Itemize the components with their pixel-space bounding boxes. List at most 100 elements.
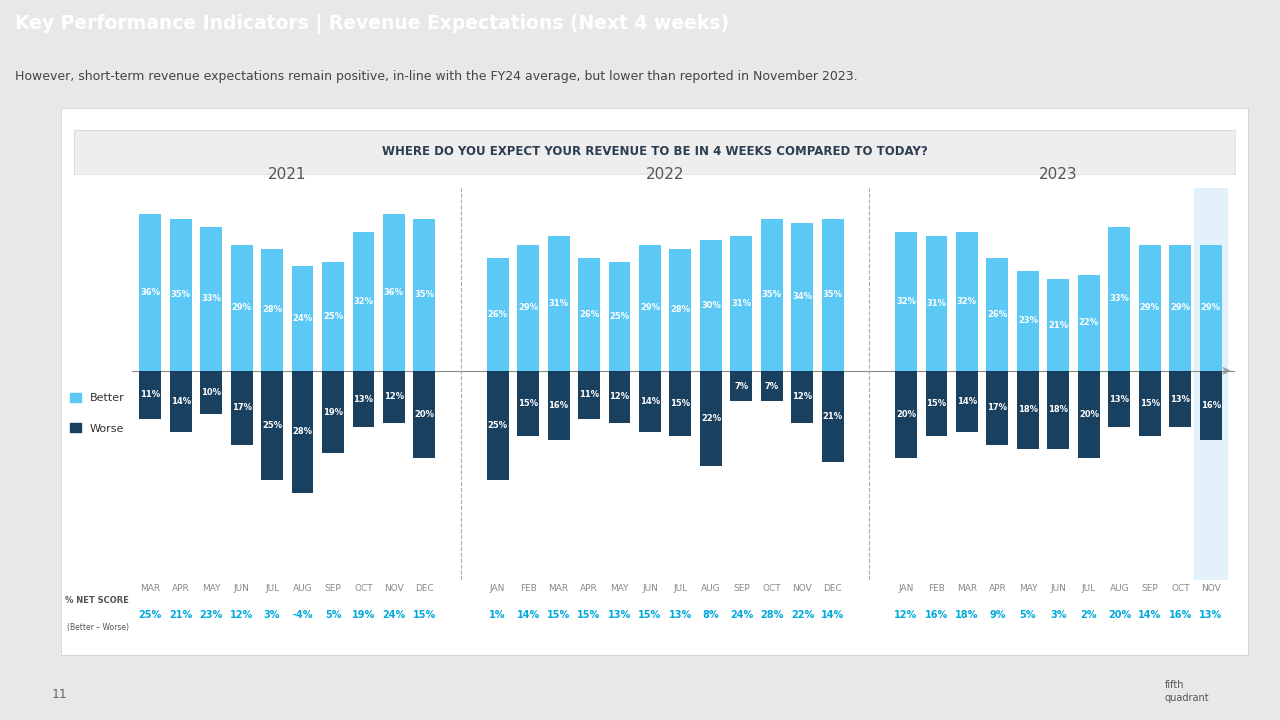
Text: 20%: 20% [415, 410, 434, 419]
Text: fifth
quadrant: fifth quadrant [1165, 680, 1210, 703]
Text: 22%: 22% [1079, 318, 1100, 328]
Text: 2021: 2021 [268, 166, 306, 181]
Text: 14%: 14% [822, 611, 845, 620]
Text: 11%: 11% [579, 390, 599, 399]
Text: 35%: 35% [823, 290, 842, 299]
Text: 14%: 14% [1138, 611, 1161, 620]
Bar [292, 371, 314, 492]
Text: 21%: 21% [823, 412, 844, 421]
Text: 9%: 9% [989, 611, 1006, 620]
Text: 5%: 5% [1020, 611, 1037, 620]
Bar [548, 371, 570, 441]
Bar [1139, 245, 1161, 371]
Text: 32%: 32% [957, 297, 977, 306]
Bar [140, 371, 161, 418]
Text: 26%: 26% [488, 310, 508, 319]
Text: 13%: 13% [1170, 395, 1190, 403]
Text: WHERE DO YOU EXPECT YOUR REVENUE TO BE IN 4 WEEKS COMPARED TO TODAY?: WHERE DO YOU EXPECT YOUR REVENUE TO BE I… [381, 145, 928, 158]
Text: 2023: 2023 [1039, 166, 1078, 181]
Text: 20%: 20% [896, 410, 916, 419]
Bar [700, 371, 722, 467]
Text: 7%: 7% [735, 382, 749, 390]
Bar [1170, 371, 1192, 428]
Bar [1194, 188, 1228, 580]
Bar [200, 371, 221, 414]
Text: 28%: 28% [262, 305, 282, 315]
Bar [760, 218, 783, 371]
Text: 14%: 14% [170, 397, 191, 406]
Text: 15%: 15% [413, 611, 436, 620]
Text: 26%: 26% [579, 310, 599, 319]
Text: 11%: 11% [140, 390, 160, 399]
Text: 31%: 31% [731, 299, 751, 308]
Text: 12%: 12% [792, 392, 813, 401]
Text: 15%: 15% [639, 611, 662, 620]
Text: 15%: 15% [927, 399, 947, 408]
Text: 1%: 1% [489, 611, 506, 620]
Bar [987, 371, 1009, 445]
Text: 32%: 32% [896, 297, 916, 306]
Bar [323, 371, 344, 454]
Bar [292, 266, 314, 371]
Bar [1018, 371, 1039, 449]
Text: -4%: -4% [292, 611, 312, 620]
Text: 18%: 18% [955, 611, 979, 620]
Text: 24%: 24% [383, 611, 406, 620]
Text: However, short-term revenue expectations remain positive, in-line with the FY24 : However, short-term revenue expectations… [15, 70, 858, 83]
Text: 16%: 16% [1169, 611, 1192, 620]
Text: % NET SCORE: % NET SCORE [65, 595, 129, 605]
Text: 33%: 33% [201, 294, 221, 304]
Text: 29%: 29% [232, 303, 252, 312]
Text: 18%: 18% [1018, 405, 1038, 415]
Bar [579, 371, 600, 418]
Text: 12%: 12% [384, 392, 404, 401]
Text: 12%: 12% [895, 611, 918, 620]
Text: 13%: 13% [353, 395, 374, 403]
Text: 10%: 10% [201, 388, 221, 397]
Text: 15%: 15% [547, 611, 570, 620]
Text: 15%: 15% [518, 399, 538, 408]
Bar [822, 371, 844, 462]
Text: 14%: 14% [640, 397, 660, 406]
Bar [517, 245, 539, 371]
Text: 12%: 12% [609, 392, 630, 401]
Text: 35%: 35% [762, 290, 782, 299]
Text: 16%: 16% [549, 401, 568, 410]
Text: 3%: 3% [1050, 611, 1066, 620]
Text: 3%: 3% [264, 611, 280, 620]
Bar [731, 236, 753, 371]
Bar [700, 240, 722, 371]
Bar [1108, 371, 1130, 428]
Text: 23%: 23% [200, 611, 223, 620]
Text: 28%: 28% [671, 305, 690, 315]
Bar [486, 371, 508, 480]
Bar [1047, 371, 1069, 449]
Text: 29%: 29% [1140, 303, 1160, 312]
Text: 17%: 17% [232, 403, 252, 413]
Text: 31%: 31% [549, 299, 568, 308]
Text: 18%: 18% [1048, 405, 1069, 415]
Bar [925, 371, 947, 436]
Bar [413, 218, 435, 371]
Bar [669, 371, 691, 436]
Bar [579, 258, 600, 371]
Text: 30%: 30% [701, 301, 721, 310]
Bar [170, 371, 192, 432]
Bar [791, 371, 813, 423]
Bar [548, 236, 570, 371]
Text: 22%: 22% [701, 414, 721, 423]
Text: 34%: 34% [792, 292, 813, 302]
Text: 25%: 25% [262, 420, 282, 430]
Text: 15%: 15% [671, 399, 690, 408]
Text: 12%: 12% [230, 611, 253, 620]
Text: 20%: 20% [1107, 611, 1132, 620]
Text: 13%: 13% [608, 611, 631, 620]
Bar [261, 249, 283, 371]
Text: 24%: 24% [292, 314, 312, 323]
Text: 22%: 22% [791, 611, 814, 620]
Bar [486, 258, 508, 371]
Text: 13%: 13% [1199, 611, 1222, 620]
Bar [895, 371, 916, 458]
Bar [731, 371, 753, 401]
Text: 36%: 36% [384, 288, 404, 297]
